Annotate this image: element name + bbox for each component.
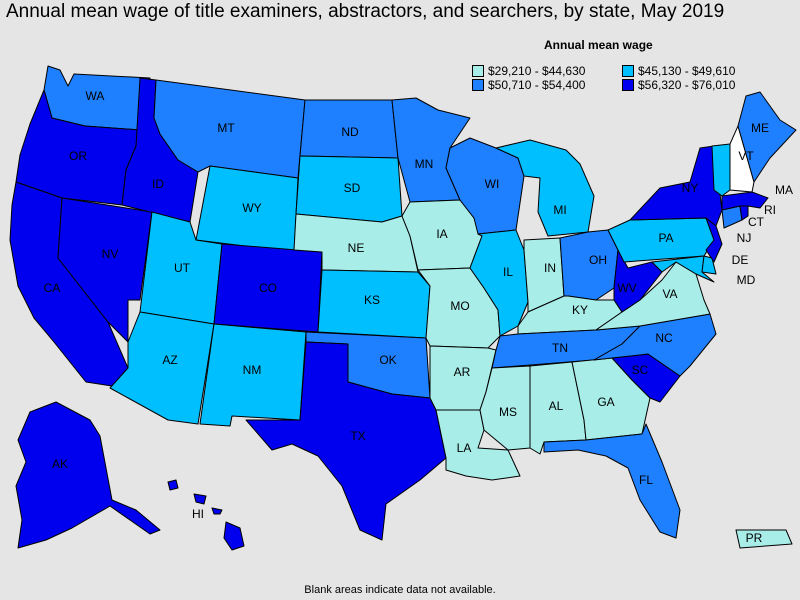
state-label-ny: NY bbox=[682, 181, 699, 195]
state-label-nc: NC bbox=[655, 331, 673, 345]
state-label-nj: NJ bbox=[737, 231, 752, 245]
legend-label: $56,320 - $76,010 bbox=[638, 78, 736, 92]
legend-swatch bbox=[472, 65, 484, 77]
state-label-ne: NE bbox=[348, 241, 365, 255]
state-pr[interactable] bbox=[735, 529, 793, 549]
legend-swatch bbox=[622, 65, 634, 77]
legend-item-bin-4: $56,320 - $76,010 bbox=[622, 78, 735, 92]
legend-label: $29,210 - $44,630 bbox=[488, 64, 586, 78]
state-label-ks: KS bbox=[364, 293, 380, 307]
state-label-de: DE bbox=[732, 253, 749, 267]
state-label-ga: GA bbox=[597, 395, 614, 409]
state-label-mn: MN bbox=[415, 157, 434, 171]
state-label-fl: FL bbox=[639, 473, 653, 487]
state-mi[interactable] bbox=[495, 139, 595, 237]
state-vt[interactable] bbox=[711, 143, 731, 197]
footnote: Blank areas indicate data not available. bbox=[304, 584, 496, 596]
legend-item-bin-2: $45,130 - $49,610 bbox=[622, 64, 735, 78]
state-label-ar: AR bbox=[454, 365, 471, 379]
state-ri[interactable] bbox=[739, 205, 749, 221]
state-label-ri: RI bbox=[764, 203, 776, 217]
state-label-mi: MI bbox=[553, 203, 566, 217]
state-label-mt: MT bbox=[217, 121, 235, 135]
state-label-ut: UT bbox=[174, 261, 191, 275]
state-nh[interactable] bbox=[729, 125, 755, 193]
map-title: Annual mean wage of title examiners, abs… bbox=[6, 1, 725, 22]
state-label-md: MD bbox=[737, 273, 756, 287]
state-tx[interactable] bbox=[245, 341, 447, 541]
state-label-me: ME bbox=[751, 121, 769, 135]
state-label-sc: SC bbox=[632, 363, 649, 377]
state-label-tx: TX bbox=[350, 429, 365, 443]
legend-label: $50,710 - $54,400 bbox=[488, 78, 586, 92]
state-label-or: OR bbox=[69, 149, 87, 163]
state-ma[interactable] bbox=[721, 191, 769, 211]
state-label-pa: PA bbox=[658, 231, 673, 245]
state-label-wy: WY bbox=[242, 201, 261, 215]
state-label-ms: MS bbox=[499, 405, 517, 419]
legend-swatch bbox=[622, 79, 634, 91]
state-label-ky: KY bbox=[572, 303, 588, 317]
legend-item-bin-1: $29,210 - $44,630 bbox=[472, 64, 585, 78]
state-label-ia: IA bbox=[436, 227, 447, 241]
legend-swatch bbox=[472, 79, 484, 91]
legend-label: $45,130 - $49,610 bbox=[638, 64, 736, 78]
state-nj[interactable] bbox=[705, 217, 723, 263]
state-fl[interactable] bbox=[543, 423, 681, 539]
state-label-co: CO bbox=[259, 281, 277, 295]
state-label-al: AL bbox=[549, 399, 564, 413]
state-label-mo: MO bbox=[450, 299, 469, 313]
state-label-hi: HI bbox=[192, 507, 204, 521]
state-label-nm: NM bbox=[243, 363, 262, 377]
state-label-pr: PR bbox=[746, 531, 763, 545]
legend-item-bin-3: $50,710 - $54,400 bbox=[472, 78, 585, 92]
state-label-wi: WI bbox=[485, 177, 500, 191]
state-label-in: IN bbox=[544, 261, 556, 275]
state-label-wa: WA bbox=[86, 89, 105, 103]
state-label-tn: TN bbox=[552, 341, 568, 355]
state-label-va: VA bbox=[662, 287, 677, 301]
state-label-il: IL bbox=[503, 265, 513, 279]
state-me[interactable] bbox=[737, 91, 797, 183]
state-label-ok: OK bbox=[379, 353, 396, 367]
state-ak[interactable] bbox=[15, 401, 161, 549]
state-label-wv: WV bbox=[617, 281, 636, 295]
state-label-la: LA bbox=[457, 441, 472, 455]
state-label-ct: CT bbox=[748, 215, 765, 229]
state-labels: WA OR CA NV ID MT WY UT AZ CO NM ND SD NE KS OK TX MN IA MO… bbox=[44, 89, 793, 545]
state-label-ma: MA bbox=[775, 183, 793, 197]
state-label-oh: OH bbox=[589, 253, 607, 267]
state-hi[interactable] bbox=[167, 479, 245, 551]
state-label-ca: CA bbox=[44, 281, 61, 295]
state-label-ak: AK bbox=[52, 457, 68, 471]
state-label-sd: SD bbox=[344, 181, 361, 195]
state-nc[interactable] bbox=[593, 313, 717, 377]
state-label-vt: VT bbox=[738, 149, 754, 163]
state-label-az: AZ bbox=[162, 353, 177, 367]
state-label-nd: ND bbox=[341, 125, 359, 139]
state-ny[interactable] bbox=[629, 145, 723, 227]
state-label-id: ID bbox=[152, 177, 164, 191]
state-label-nv: NV bbox=[102, 247, 119, 261]
legend-title: Annual mean wage bbox=[544, 38, 653, 52]
